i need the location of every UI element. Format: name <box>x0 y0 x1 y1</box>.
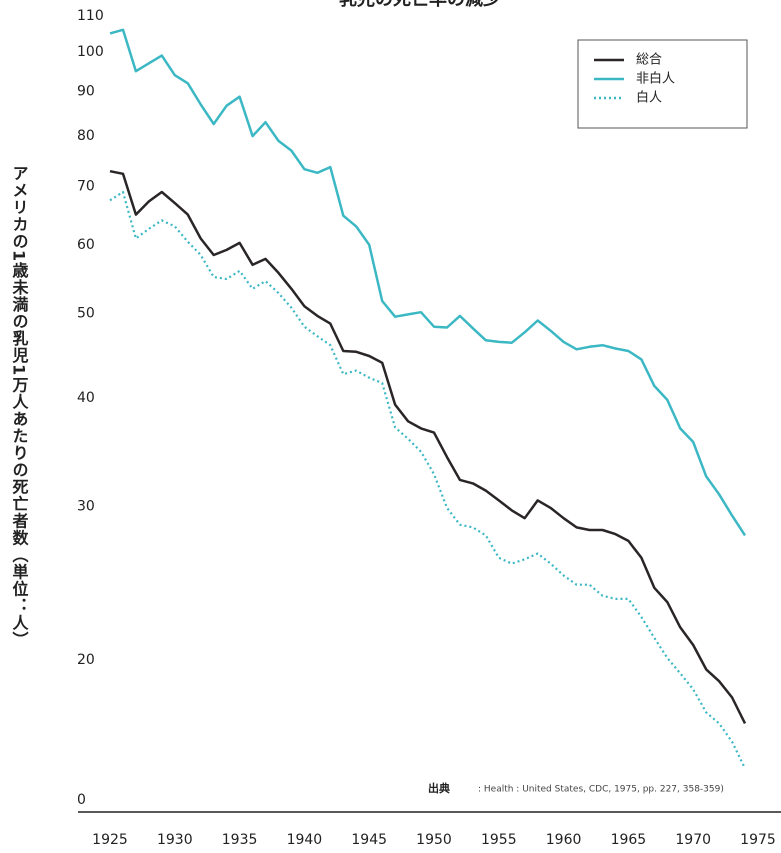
y-axis-label: アメリカの1歳未満の乳児1万人あたりの死亡者数（単位：人） <box>10 165 30 648</box>
x-tick-label: 1960 <box>546 832 582 848</box>
y-tick-label: 90 <box>77 84 95 100</box>
source-text: : Health : United States, CDC, 1975, pp.… <box>478 785 724 795</box>
x-tick-label: 1935 <box>222 832 258 848</box>
x-tick-label: 1970 <box>675 832 711 848</box>
x-tick-label: 1975 <box>740 832 776 848</box>
series-line <box>109 169 747 724</box>
x-tick-label: 1945 <box>351 832 387 848</box>
x-tick-label: 1930 <box>157 832 193 848</box>
y-tick-label: 30 <box>77 499 95 515</box>
y-tick-label: 80 <box>77 128 95 144</box>
legend-label: 非白人 <box>636 71 675 87</box>
y-tick-label: 70 <box>77 179 95 195</box>
chart-title: 乳児の死亡率の減少 <box>339 0 501 10</box>
source-label: 出典 <box>428 781 450 795</box>
y-tick-label: 40 <box>77 390 95 406</box>
x-tick-label: 1965 <box>611 832 647 848</box>
y-tick-label: 110 <box>77 8 104 24</box>
y-tick-label: 50 <box>77 306 95 322</box>
legend-label: 総合 <box>636 53 662 68</box>
y-tick-label: 0 <box>77 792 86 808</box>
x-tick-label: 1940 <box>287 832 323 848</box>
x-tick-label: 1955 <box>481 832 517 848</box>
x-tick-label: 1925 <box>92 832 128 848</box>
y-tick-label: 60 <box>77 237 95 253</box>
legend-box <box>577 39 748 129</box>
x-tick-label: 1950 <box>416 832 452 848</box>
series-line <box>109 28 747 537</box>
series-line <box>109 190 746 769</box>
y-tick-label: 20 <box>77 652 95 668</box>
y-tick-label: 100 <box>77 44 104 60</box>
legend-label: 白人 <box>636 90 662 106</box>
